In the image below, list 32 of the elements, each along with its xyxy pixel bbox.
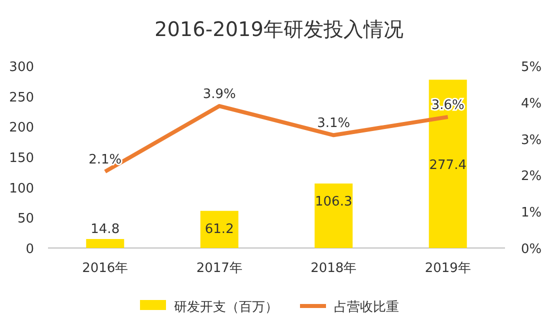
y2-tick-label: 1% bbox=[521, 206, 542, 221]
data-label: 3.6% bbox=[431, 98, 464, 113]
y-tick-label: 200 bbox=[9, 120, 34, 136]
data-label: 3.1% bbox=[317, 116, 350, 132]
data-label: 2.1% bbox=[88, 152, 122, 168]
y-tick-label: 300 bbox=[9, 60, 34, 75]
y-tick-label: 50 bbox=[17, 212, 34, 227]
y2-tick-label: 5% bbox=[521, 60, 542, 75]
x-tick-label: 2019年 bbox=[424, 261, 471, 276]
legend-label: 研发开支（百万） bbox=[174, 300, 278, 315]
y2-tick-label: 3% bbox=[521, 132, 542, 148]
x-tick-label: 2018年 bbox=[310, 261, 357, 276]
y-tick-label: 150 bbox=[9, 151, 34, 166]
x-tick-label: 2016年 bbox=[82, 261, 128, 276]
data-label: 61.2 bbox=[204, 222, 234, 237]
y2-tick-label: 2% bbox=[521, 169, 542, 184]
bar bbox=[314, 184, 353, 248]
x-tick-label: 2017年 bbox=[196, 261, 242, 276]
title: 2016-2019年研发投入情况 bbox=[154, 17, 404, 41]
data-label: 277.4 bbox=[429, 158, 466, 173]
data-label: 3.9% bbox=[202, 87, 236, 102]
y-tick-label: 100 bbox=[9, 181, 34, 196]
y-tick-label: 250 bbox=[9, 90, 34, 106]
bar bbox=[86, 239, 124, 248]
data-label: 14.8 bbox=[90, 222, 120, 238]
y2-tick-label: 4% bbox=[521, 96, 542, 112]
legend-label: 占营收比重 bbox=[334, 300, 399, 315]
bar bbox=[200, 210, 238, 248]
y2-tick-label: 0% bbox=[521, 242, 542, 257]
data-label: 106.3 bbox=[315, 194, 352, 210]
y-tick-label: 0 bbox=[26, 242, 34, 257]
bar bbox=[428, 80, 467, 248]
